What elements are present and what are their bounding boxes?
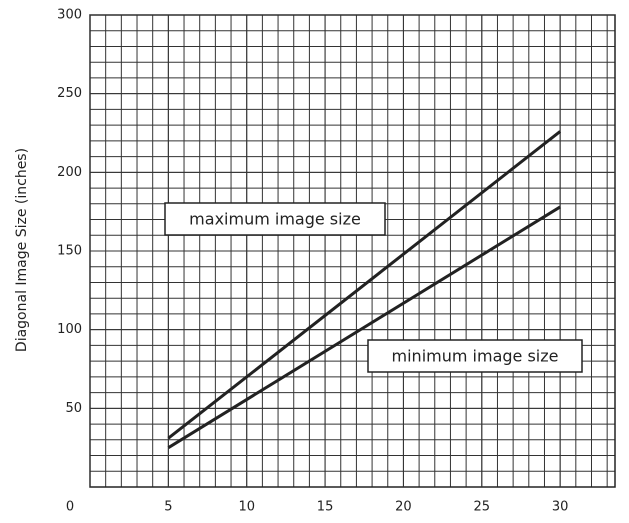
y-tick-label: 150 [57,244,82,259]
x-tick-label: 5 [164,500,172,515]
y-axis-title: Diagonal Image Size (inches) [14,148,30,352]
y-tick-label: 50 [65,401,82,416]
series-annotation: maximum image size [189,210,361,229]
x-tick-label: 30 [552,500,569,515]
annotation-box [164,202,386,236]
y-tick-label: 200 [57,165,82,180]
y-tick-label: 250 [57,86,82,101]
x-tick-label: 0 [66,500,74,515]
series-annotation: minimum image size [392,347,559,366]
series-line [167,205,561,449]
y-tick-label: 100 [57,322,82,337]
x-tick-label: 15 [317,500,334,515]
y-tick-label: 300 [57,8,82,23]
x-tick-label: 25 [474,500,491,515]
x-tick-label: 20 [395,500,412,515]
series-line [167,130,562,440]
x-tick-label: 10 [238,500,255,515]
annotation-box [367,339,583,373]
